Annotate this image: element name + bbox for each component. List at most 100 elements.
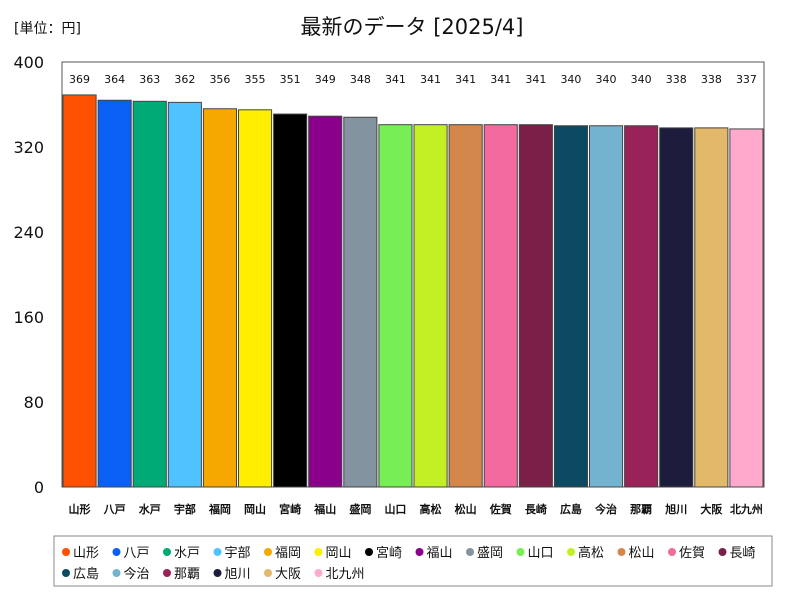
y-tick-0: 0 bbox=[34, 478, 44, 497]
legend-marker-福山 bbox=[415, 548, 424, 556]
legend-label-盛岡: 盛岡 bbox=[477, 546, 503, 561]
bar-宇部 bbox=[167, 101, 202, 488]
legend-label-山口: 山口 bbox=[528, 546, 554, 561]
x-tick-佐賀: 佐賀 bbox=[489, 502, 512, 516]
x-tick-山口: 山口 bbox=[384, 502, 406, 516]
y-tick-80: 80 bbox=[24, 393, 44, 412]
bars-layer: 369 364 363 362 356 355 351 349 348 341 341 341 341 3… bbox=[62, 73, 764, 488]
data-label-岡山: 355 bbox=[245, 73, 266, 86]
legend-label-宇部: 宇部 bbox=[225, 546, 251, 561]
legend-marker-岡山 bbox=[314, 548, 323, 556]
x-tick-山形: 山形 bbox=[69, 502, 91, 516]
legend-label-岡山: 岡山 bbox=[326, 546, 352, 561]
legend-marker-佐賀 bbox=[668, 548, 676, 556]
legend-marker-旭川 bbox=[213, 569, 222, 577]
x-tick-今治: 今治 bbox=[594, 502, 617, 516]
bar-長崎 bbox=[518, 124, 553, 488]
y-axis: 0 80 160 240 320 400 bbox=[13, 53, 44, 497]
data-label-山口: 341 bbox=[385, 73, 406, 86]
legend-marker-山形 bbox=[62, 548, 70, 556]
x-tick-長崎: 長崎 bbox=[525, 502, 547, 516]
legend-label-長崎: 長崎 bbox=[730, 546, 756, 561]
bar-福山 bbox=[308, 115, 343, 488]
bar-福岡 bbox=[202, 108, 237, 488]
bar-盛岡 bbox=[343, 116, 378, 488]
legend-label-旭川: 旭川 bbox=[225, 567, 251, 582]
x-tick-高松: 高松 bbox=[420, 502, 442, 516]
bar-松山 bbox=[448, 124, 483, 488]
legend-marker-北九州 bbox=[314, 569, 323, 577]
bar-高松 bbox=[413, 124, 448, 488]
chart-title: 最新のデータ [2025/4] bbox=[301, 15, 524, 39]
data-label-広島: 340 bbox=[560, 73, 581, 86]
x-tick-広島: 広島 bbox=[560, 502, 582, 516]
plot-frame bbox=[61, 61, 765, 488]
data-label-那覇: 340 bbox=[631, 73, 652, 86]
x-tick-那覇: 那覇 bbox=[630, 503, 652, 516]
x-axis: 山形 八戸 水戸 宇部 福岡 岡山 宮崎 福山 盛岡 山口 高松 松山 佐賀 長崎 広島 今治 那覇 旭川 大阪 北九… bbox=[69, 502, 763, 516]
legend-label-大阪: 大阪 bbox=[275, 567, 301, 582]
legend-label-八戸: 八戸 bbox=[124, 546, 150, 561]
legend-marker-松山 bbox=[617, 548, 626, 556]
legend-label-水戸: 水戸 bbox=[174, 546, 200, 561]
bar-宮崎 bbox=[273, 113, 308, 488]
legend-marker-今治 bbox=[112, 569, 121, 577]
x-tick-旭川: 旭川 bbox=[664, 502, 687, 516]
bar-広島 bbox=[553, 125, 589, 488]
legend-label-広島: 広島 bbox=[73, 567, 99, 582]
legend-marker-高松 bbox=[567, 548, 575, 556]
x-tick-大阪: 大阪 bbox=[700, 502, 723, 516]
y-tick-160: 160 bbox=[13, 308, 44, 327]
data-label-福岡: 356 bbox=[209, 73, 230, 86]
data-label-八戸: 364 bbox=[104, 73, 125, 86]
data-label-宮崎: 351 bbox=[280, 73, 301, 86]
legend-marker-長崎 bbox=[718, 548, 727, 556]
legend-marker-宮崎 bbox=[365, 548, 373, 556]
legend-label-福山: 福山 bbox=[427, 546, 453, 561]
legend-box bbox=[53, 535, 773, 587]
x-tick-北九州: 北九州 bbox=[730, 502, 763, 516]
x-tick-盛岡: 盛岡 bbox=[349, 502, 371, 516]
bar-八戸 bbox=[97, 99, 132, 488]
x-tick-宮崎: 宮崎 bbox=[279, 502, 301, 516]
y-tick-320: 320 bbox=[13, 138, 44, 157]
legend-marker-水戸 bbox=[163, 548, 171, 556]
data-label-今治: 340 bbox=[596, 73, 617, 86]
data-label-旭川: 338 bbox=[666, 73, 687, 86]
data-label-大阪: 338 bbox=[701, 73, 722, 86]
legend-marker-広島 bbox=[62, 569, 70, 577]
legend-marker-山口 bbox=[516, 548, 525, 556]
bar-旭川 bbox=[659, 127, 694, 488]
legend-label-福岡: 福岡 bbox=[275, 546, 301, 561]
x-tick-水戸: 水戸 bbox=[139, 502, 161, 516]
data-label-山形: 369 bbox=[69, 73, 90, 86]
legend-label-松山: 松山 bbox=[629, 546, 655, 561]
legend-marker-大阪 bbox=[264, 569, 272, 577]
bar-今治 bbox=[589, 125, 624, 488]
unit-label: [単位：円] bbox=[14, 21, 81, 37]
legend-marker-那覇 bbox=[163, 569, 171, 577]
x-tick-福山: 福山 bbox=[313, 502, 336, 516]
bar-山口 bbox=[378, 124, 413, 488]
bar-岡山 bbox=[238, 109, 273, 488]
x-tick-岡山: 岡山 bbox=[244, 502, 266, 516]
data-label-長崎: 341 bbox=[525, 73, 546, 86]
data-label-高松: 341 bbox=[420, 73, 441, 86]
data-label-水戸: 363 bbox=[139, 73, 160, 86]
legend-label-山形: 山形 bbox=[73, 546, 99, 561]
legend-label-宮崎: 宮崎 bbox=[376, 545, 402, 561]
legend-label-高松: 高松 bbox=[578, 545, 604, 561]
x-tick-八戸: 八戸 bbox=[103, 503, 126, 516]
data-label-北九州: 337 bbox=[736, 73, 757, 86]
bar-水戸 bbox=[132, 100, 167, 488]
legend-marker-八戸 bbox=[112, 548, 121, 556]
legend-marker-盛岡 bbox=[466, 548, 474, 556]
bar-那覇 bbox=[624, 125, 659, 488]
x-tick-福岡: 福岡 bbox=[208, 502, 231, 516]
data-label-宇部: 362 bbox=[174, 73, 195, 86]
x-tick-松山: 松山 bbox=[455, 502, 477, 516]
bar-北九州 bbox=[729, 128, 764, 488]
x-tick-宇部: 宇部 bbox=[174, 502, 196, 516]
